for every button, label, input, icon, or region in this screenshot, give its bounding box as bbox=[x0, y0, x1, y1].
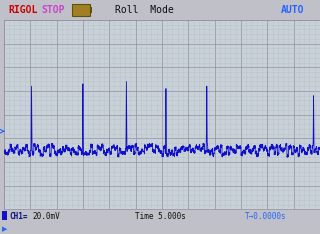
Text: AUTO: AUTO bbox=[281, 5, 304, 15]
Text: Roll  Mode: Roll Mode bbox=[115, 5, 173, 15]
Bar bbox=[72, 4, 90, 16]
Bar bbox=[2, 211, 7, 220]
Bar bbox=[90, 7, 92, 13]
Text: ▶: ▶ bbox=[2, 226, 7, 232]
Text: CH1=: CH1= bbox=[9, 212, 28, 221]
Text: RIGOL: RIGOL bbox=[8, 5, 37, 15]
Text: 20.0mV: 20.0mV bbox=[32, 212, 60, 221]
Text: Time 5.000s: Time 5.000s bbox=[135, 212, 185, 221]
Text: T→0.0000s: T→0.0000s bbox=[245, 212, 286, 221]
Text: STOP: STOP bbox=[42, 5, 65, 15]
